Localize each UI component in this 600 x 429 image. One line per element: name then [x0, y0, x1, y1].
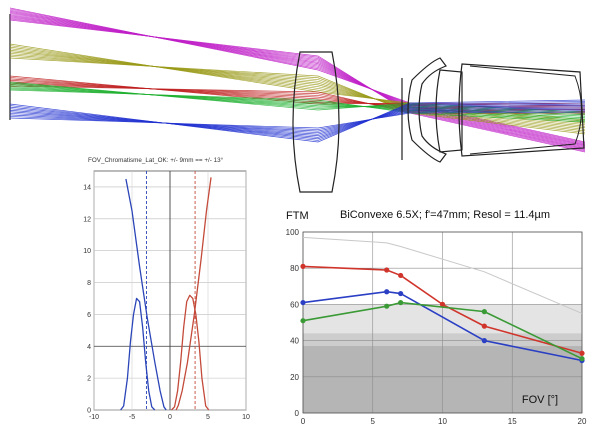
x-tick-label: -5	[129, 414, 135, 421]
series-line	[302, 236, 583, 314]
ray	[9, 111, 586, 129]
x-tick-labels: -10 -5 0 5 10	[89, 414, 250, 421]
series-line	[302, 265, 583, 355]
reference-lines	[145, 171, 196, 410]
series-curve	[175, 177, 212, 411]
series-curve	[171, 294, 210, 411]
chromatism-chart: FOV_Chromatisme_Lat_OK: +/- 9mm == +/- 1…	[83, 156, 250, 421]
biconvex-lens	[292, 51, 340, 193]
y-tick-label: 80	[290, 264, 299, 273]
data-point	[384, 267, 390, 273]
y-tick-label: 2	[87, 376, 91, 383]
data-point	[439, 301, 446, 307]
x-tick-label: 5	[206, 414, 210, 421]
data-point	[398, 290, 404, 297]
y-tick-label: 4	[87, 344, 91, 351]
chart-title: BiConvexe 6.5X; f'=47mm; Resol = 11.4µm	[340, 209, 550, 221]
ray	[9, 19, 586, 153]
x-tick-label: -10	[89, 414, 99, 421]
x-tick-labels: 0 5 10 15 20	[301, 417, 587, 426]
data-point	[384, 289, 390, 295]
x-tick-label: 0	[168, 414, 172, 421]
x-tick-label: 5	[371, 417, 376, 426]
y-tick-label: 20	[290, 373, 299, 382]
y-tick-labels: 0 20 40 60 80 100	[286, 228, 300, 418]
data-point	[481, 338, 487, 344]
ray-bundle-green	[9, 81, 586, 123]
y-tick-label: 10	[83, 248, 91, 255]
y-tick-label: 0	[295, 409, 300, 418]
x-tick-label: 20	[578, 417, 587, 426]
ray-trace-diagram	[9, 7, 586, 193]
data-point	[481, 323, 487, 329]
x-axis-label: FOV [°]	[522, 394, 558, 406]
x-tick-label: 15	[508, 417, 517, 426]
rear-lens-element	[458, 63, 585, 157]
y-tick-label: 0	[87, 408, 91, 415]
x-tick-label: 0	[301, 417, 306, 426]
data-point	[300, 318, 306, 324]
ray-bundle-blue	[9, 99, 586, 143]
data-point	[398, 299, 404, 306]
front-lens-group	[407, 57, 447, 163]
data-point	[398, 272, 404, 279]
chart-title: FOV_Chromatisme_Lat_OK: +/- 9mm == +/- 1…	[88, 156, 224, 164]
y-tick-label: 100	[286, 228, 300, 237]
series-curve	[125, 178, 167, 411]
ray-bundle-magenta	[9, 7, 586, 153]
data-point	[300, 299, 306, 306]
data-point	[579, 350, 585, 356]
series-lines	[300, 236, 585, 364]
x-tick-label: 10	[242, 414, 250, 421]
ray	[9, 57, 586, 135]
ftm-chart: FTM BiConvexe 6.5X; f'=47mm; Resol = 11.…	[286, 209, 587, 426]
y-tick-label: 6	[87, 312, 91, 319]
data-point	[579, 356, 585, 362]
y-tick-label: 40	[290, 337, 299, 346]
x-tick-label: 10	[438, 417, 447, 426]
data-point	[384, 303, 390, 309]
series-curves	[120, 177, 212, 411]
rear-lens-housing	[469, 65, 582, 155]
y-tick-label: 14	[83, 184, 91, 191]
data-point	[300, 263, 306, 269]
ray	[9, 89, 586, 123]
y-tick-labels: 0 2 4 6 8 10 12 14	[83, 184, 91, 414]
y-tick-label: 60	[290, 300, 299, 309]
y-axis-label: FTM	[286, 210, 309, 222]
series-curve	[120, 297, 156, 411]
data-point	[481, 309, 487, 315]
y-tick-label: 8	[87, 280, 91, 287]
middle-lens-element	[435, 69, 463, 153]
y-tick-label: 12	[83, 216, 91, 223]
